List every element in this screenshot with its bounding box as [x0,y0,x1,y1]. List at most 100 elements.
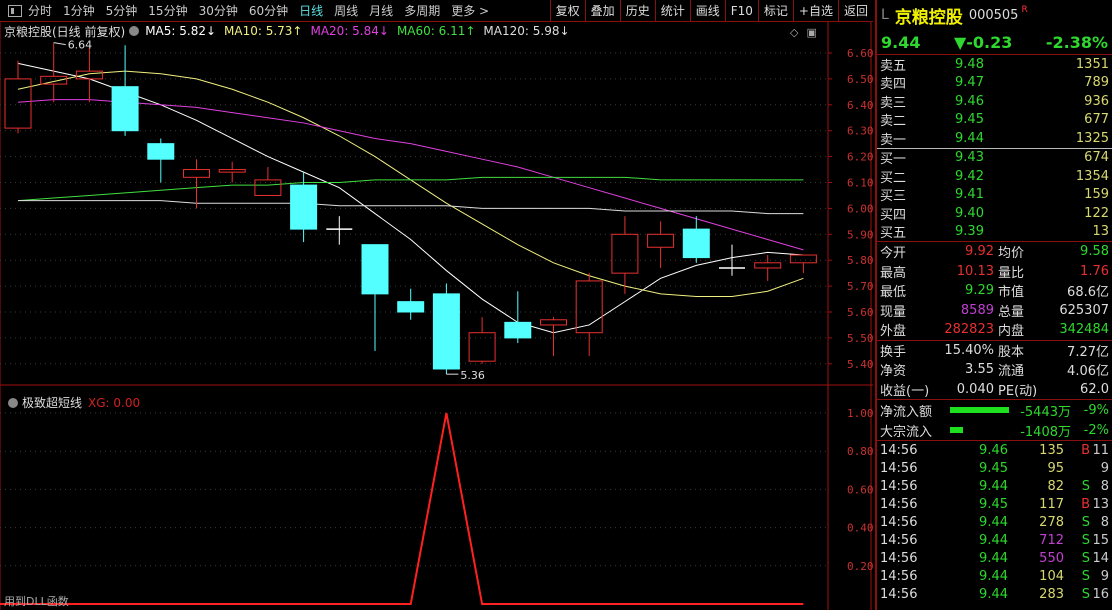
order-book-row: 买一 9.43 674 [877,149,1112,167]
level-volume: 1325 [1075,130,1109,146]
stat-value: 342484 [1059,322,1109,338]
toolbar-button[interactable]: 标记 [757,0,793,22]
candle-up [40,75,68,85]
level-price: 9.39 [955,224,984,240]
trade-time: 14:56 [880,478,918,494]
period-tab[interactable]: 周线 [334,4,359,18]
toolbar-button[interactable]: 返回 [837,0,873,22]
period-tab[interactable]: 1分钟 [63,4,95,18]
chart-corner-icons: ◇ ▣ [790,26,817,39]
tick-trades: 14:56 9.46 135 B 11 14:56 9.45 95 9 14:56 9.44 82 S 8… [877,441,1112,603]
level-volume: 677 [1084,112,1109,128]
trade-row: 14:56 9.44 550 S 14 [877,549,1112,567]
chart-canvas[interactable]: 6.60 6.50 6.40 6.30 6.20 6.10 6.00 5.90 5.80 5.70… [0,0,873,610]
level-volume: 674 [1084,150,1109,166]
level-volume: 789 [1084,75,1109,91]
trade-row: 14:56 9.45 117 B 13 [877,495,1112,513]
period-tab[interactable]: 60分钟 [248,4,289,18]
candle-up [647,233,675,248]
candle-up [611,233,639,274]
period-tab[interactable]: 5分钟 [105,4,138,18]
stats-table-2: 换手 15.40% 股本 7.27亿 净资 3.55 流通 4.06亿 收益(一) 0.040 PE… [877,341,1112,400]
period-tab[interactable]: 分时 [28,4,53,18]
xg-signal-line [0,412,804,605]
toolbar-button[interactable]: 复权 [549,0,585,22]
flow-value: -1408万 [1020,424,1071,440]
toolbar-buttons: 复权 叠加 历史 统计 画线 F10 标记 +自选 返回 [549,0,873,22]
trade-count: 16 [1092,586,1109,602]
toolbar-button[interactable]: 历史 [619,0,655,22]
trade-volume: 95 [1047,460,1064,476]
level-volume: 1354 [1075,168,1109,184]
level-price: 9.48 [955,56,984,72]
stat-label: 最高 [880,265,907,281]
stat-label: 均价 [998,246,1025,262]
fund-flow-row: 大宗流入 -1408万 -2% [877,420,1112,440]
flow-pct: -9% [1083,402,1109,418]
level-price: 9.46 [955,93,984,109]
level-label: 卖一 [880,132,907,148]
toolbar-button[interactable]: F10 [724,0,758,22]
toolbar-button[interactable]: 画线 [689,0,725,22]
flow-label: 净流入额 [880,404,933,420]
candle-up [75,70,103,80]
trade-price: 9.44 [979,532,1008,548]
level-price: 9.42 [955,168,984,184]
trade-row: 14:56 9.44 283 S 16 [877,585,1112,603]
price-tick-label: 6.20 [847,151,873,164]
ma-legend: 京粮控股(日线 前复权) MA5: 5.82↓ MA10: 5.73↑ MA20: … [4,23,584,39]
period-tab[interactable]: 15分钟 [148,4,188,18]
trade-side: S [1081,586,1090,602]
period-tab[interactable]: 多周期 [404,4,441,18]
settings-dot-icon[interactable] [129,26,140,36]
candle-up [540,319,567,326]
ma-line-ma60 [17,176,804,202]
ask-book: 卖五 9.48 1351 卖四 9.47 789 卖三 9.46 936 卖二 9.45 677 卖一 9… [877,55,1112,148]
stat-label: 内盘 [998,324,1025,340]
indicator-tick-label: 0.40 [847,522,873,535]
trade-time: 14:56 [880,514,918,530]
candle-down [682,228,710,259]
panel-icon[interactable]: ▣ [806,26,817,39]
toolbar-button[interactable]: 统计 [654,0,690,22]
stat-value: 8589 [960,302,994,318]
price-tick-label: 5.70 [847,280,873,293]
price-tick-label: 6.10 [847,177,873,190]
flow-value: -5443万 [1020,404,1071,420]
stat-row: 现量 8589 总量 625307 [877,301,1112,321]
stock-code: 000505 [968,7,1019,23]
price-tick-label: 6.50 [847,73,873,86]
trade-side: S [1081,478,1090,494]
period-tab[interactable]: 月线 [369,4,394,18]
period-tab[interactable]: 30分钟 [198,4,238,18]
order-book-row: 卖二 9.45 677 [877,111,1112,129]
panel-toggle-icon[interactable] [8,4,22,17]
level-label: 卖四 [880,77,907,93]
market-flag: L [881,7,889,23]
period-tab[interactable]: 更多 > [451,4,490,18]
high-price-label: 6.64 [68,39,93,52]
stat-value: 10.13 [956,263,994,279]
stat-row: 今开 9.92 均价 9.58 [877,242,1112,262]
toolbar-button[interactable]: +自选 [792,0,838,22]
diamond-icon[interactable]: ◇ [790,26,799,39]
fund-flow: 净流入额 -5443万 -9% 大宗流入 -1408万 -2% [877,400,1112,440]
toolbar-button[interactable]: 叠加 [584,0,620,22]
stat-label: 市值 [998,285,1025,301]
candle-up [254,179,282,196]
period-tab[interactable]: 日线 [299,4,324,18]
stat-label: 量比 [998,265,1025,281]
stat-row: 换手 15.40% 股本 7.27亿 [877,341,1112,361]
level-label: 买二 [880,170,907,186]
trade-volume: 104 [1039,568,1064,584]
ma-legend-item: MA10: 5.73↑ [224,24,303,38]
price-change: ▼-0.23 [953,32,1013,52]
trade-price: 9.46 [979,442,1008,458]
indicator-legend: 极致超短线 XG: 0.00 [4,394,140,411]
candle-down [504,321,532,339]
stat-value: 68.6亿 [1067,285,1109,301]
order-book-row: 买四 9.40 122 [877,204,1112,223]
indicator-settings-icon[interactable] [8,397,18,408]
level-price: 9.47 [955,75,984,91]
trade-row: 14:56 9.44 82 S 8 [877,477,1112,495]
